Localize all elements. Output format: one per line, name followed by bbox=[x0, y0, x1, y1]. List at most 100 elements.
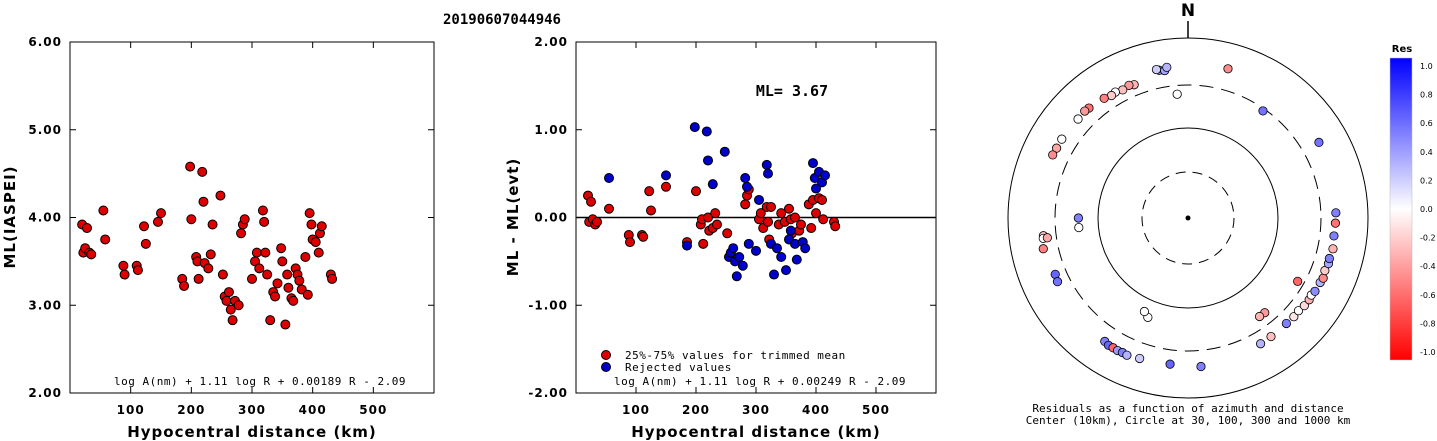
plot1-point bbox=[179, 280, 190, 291]
station-point bbox=[1314, 137, 1324, 148]
plot2-point bbox=[734, 251, 745, 262]
plot2-ytick-label: 0.00 bbox=[534, 211, 568, 225]
plot2-point bbox=[818, 214, 829, 225]
plot2-point bbox=[701, 126, 712, 137]
station-point bbox=[1310, 286, 1320, 296]
station-point bbox=[1057, 134, 1067, 144]
legend-marker-trimmed bbox=[601, 350, 611, 360]
plot2-point bbox=[755, 208, 766, 219]
station-point bbox=[1052, 277, 1063, 287]
plot2-point bbox=[740, 173, 751, 184]
station-point bbox=[1074, 222, 1084, 233]
plot1-frame bbox=[69, 41, 435, 394]
plot2-point bbox=[712, 219, 722, 230]
legend-marker-rejected bbox=[601, 362, 611, 372]
plot1-point bbox=[280, 319, 291, 330]
plot2-point bbox=[784, 203, 794, 214]
ring-300km bbox=[1054, 84, 1322, 352]
plot2-point bbox=[698, 238, 709, 249]
plot1-point bbox=[215, 190, 226, 201]
colorbar-tick-label: -0.4 bbox=[1420, 262, 1436, 271]
plot2-xtick-label: 200 bbox=[682, 403, 710, 417]
station-point bbox=[1324, 253, 1334, 264]
plot2-point bbox=[743, 238, 754, 249]
plot1-xtick-label: 300 bbox=[238, 403, 266, 417]
plot2-point bbox=[728, 243, 739, 254]
station-point bbox=[1135, 353, 1145, 364]
colorbar-tick-label: -1.0 bbox=[1420, 348, 1436, 357]
plot1-ytick-label: 3.00 bbox=[28, 298, 62, 312]
plot2-ytick-label: 1.00 bbox=[534, 123, 568, 137]
station-point bbox=[1051, 143, 1062, 153]
plot2-point bbox=[646, 205, 656, 216]
station-point bbox=[1266, 331, 1276, 342]
colorbar-tick-label: -0.2 bbox=[1420, 234, 1436, 243]
plot1-ytick-label: 6.00 bbox=[28, 35, 62, 49]
station-point bbox=[1080, 106, 1090, 116]
colorbar-tick-label: 0.2 bbox=[1420, 176, 1433, 185]
plot1-point bbox=[260, 247, 271, 258]
plot1-point bbox=[223, 287, 234, 298]
plot1-point bbox=[316, 221, 327, 232]
station-point bbox=[1289, 312, 1299, 322]
plot1-point bbox=[217, 269, 228, 280]
residual-colorbar: Res 1.0 0.8 0.6 0.4 0.2 0.0 -0.2 -0.4 -0.6 -0.8 -1… bbox=[1389, 44, 1436, 361]
plot1-point bbox=[236, 228, 247, 239]
plot2-point bbox=[808, 158, 818, 169]
plot1-point bbox=[306, 219, 317, 230]
plot2-ticks: 100 200 300 400 500 -2.00 -1.00 0.00 1.00 2.00 bbox=[528, 35, 936, 417]
plot2-point bbox=[772, 243, 782, 254]
station-point bbox=[1293, 306, 1304, 316]
plot1-point bbox=[251, 247, 262, 258]
plot2-point bbox=[604, 203, 614, 214]
plot1-xlabel: Hypocentral distance (km) bbox=[127, 423, 377, 441]
plot2-point bbox=[811, 183, 821, 194]
plot1-point bbox=[139, 221, 150, 232]
plot2-ylabel: ML - ML(evt) bbox=[504, 158, 522, 276]
station-point bbox=[1172, 89, 1182, 99]
plot1-point bbox=[233, 300, 244, 311]
plot2-point bbox=[707, 179, 718, 190]
plot1-point bbox=[156, 208, 166, 219]
plot2-point bbox=[691, 186, 701, 197]
plot2-point bbox=[830, 221, 841, 232]
plot2-point bbox=[791, 254, 802, 265]
plot2-ytick-label: -1.00 bbox=[528, 298, 568, 312]
station-point bbox=[1124, 80, 1134, 90]
plot2-ytick-label: 2.00 bbox=[534, 35, 568, 49]
plot1-point bbox=[118, 260, 129, 271]
plot1-point bbox=[198, 196, 209, 207]
plot1-point bbox=[277, 256, 288, 267]
colorbar-tick-label: -0.6 bbox=[1420, 291, 1436, 300]
plot1-point bbox=[221, 295, 232, 306]
plot2-point bbox=[661, 181, 671, 192]
plot1-point bbox=[294, 275, 305, 286]
plot2-point bbox=[703, 212, 713, 223]
plot1-point bbox=[197, 166, 208, 177]
plot2-point bbox=[763, 168, 773, 179]
plot2-point bbox=[625, 237, 635, 248]
station-point bbox=[1281, 318, 1291, 329]
plot2-point bbox=[769, 269, 779, 280]
plot1-point bbox=[283, 282, 294, 293]
station-point bbox=[1196, 361, 1206, 372]
plot1-point bbox=[262, 269, 273, 280]
plot2-point bbox=[737, 260, 748, 271]
station-point bbox=[1038, 244, 1048, 254]
legend-label-rejected: Rejected values bbox=[625, 361, 732, 374]
plot2-xtick-label: 500 bbox=[862, 403, 890, 417]
plot2-formula: log A(nm) + 1.11 log R + 0.00249 R - 2.0… bbox=[614, 375, 906, 388]
plot2-point bbox=[586, 196, 596, 207]
plot2-xtick-label: 100 bbox=[622, 403, 650, 417]
station-point bbox=[1122, 350, 1132, 360]
plot1-point bbox=[254, 263, 265, 274]
colorbar-gradient bbox=[1389, 57, 1413, 361]
colorbar-tick-label: 0.6 bbox=[1420, 119, 1433, 128]
plot2-point bbox=[763, 216, 773, 227]
colorbar-tick-label: 1.0 bbox=[1420, 62, 1433, 71]
plot1-point bbox=[119, 269, 130, 280]
plot2-point bbox=[689, 122, 700, 133]
legend-label-trimmed: 25%-75% values for trimmed mean bbox=[625, 349, 846, 362]
plot1-xtick-label: 400 bbox=[299, 403, 327, 417]
plot1-point bbox=[132, 265, 143, 276]
